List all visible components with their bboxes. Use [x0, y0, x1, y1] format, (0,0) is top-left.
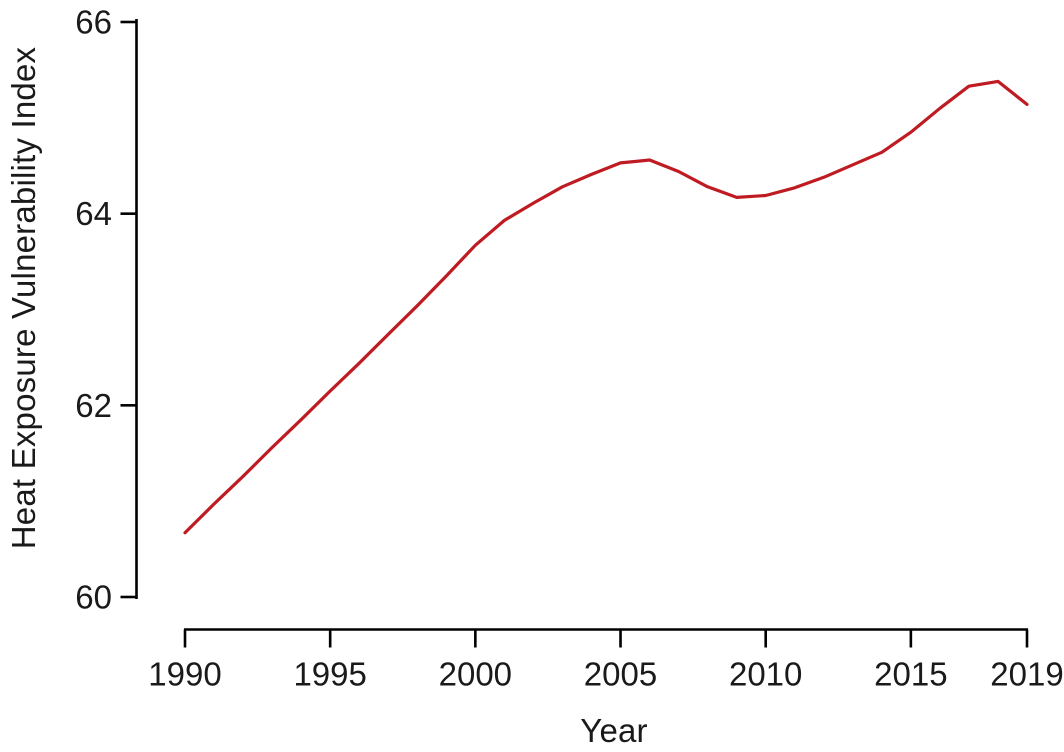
y-axis-title: Heat Exposure Vulnerability Index	[5, 46, 42, 550]
y-tick-label: 64	[75, 195, 112, 232]
y-tick-label: 62	[75, 387, 112, 424]
x-tick-label: 2000	[439, 656, 512, 693]
x-tick-label: 1995	[293, 656, 366, 693]
x-axis-title: Year	[580, 712, 648, 749]
x-tick-label: 1990	[148, 656, 221, 693]
x-tick-label: 2010	[729, 656, 802, 693]
x-tick-label: 2019	[990, 656, 1063, 693]
series-line	[183, 79, 1029, 535]
x-tick-label: 2005	[584, 656, 657, 693]
y-tick-label: 60	[75, 579, 112, 616]
x-tick-label: 2015	[874, 656, 947, 693]
y-tick-label: 66	[75, 4, 112, 41]
